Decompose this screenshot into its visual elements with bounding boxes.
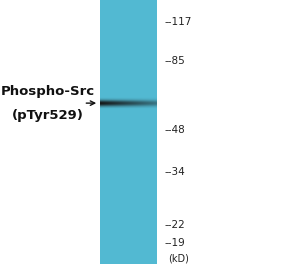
- Text: --22: --22: [165, 220, 186, 230]
- Text: --19: --19: [165, 238, 186, 248]
- Text: --117: --117: [165, 17, 192, 27]
- Text: --48: --48: [165, 125, 186, 135]
- Text: (kD): (kD): [168, 254, 188, 264]
- Text: Phospho-Src: Phospho-Src: [1, 85, 95, 98]
- Text: --34: --34: [165, 167, 186, 177]
- Text: --85: --85: [165, 56, 186, 66]
- Text: (pTyr529): (pTyr529): [12, 109, 84, 121]
